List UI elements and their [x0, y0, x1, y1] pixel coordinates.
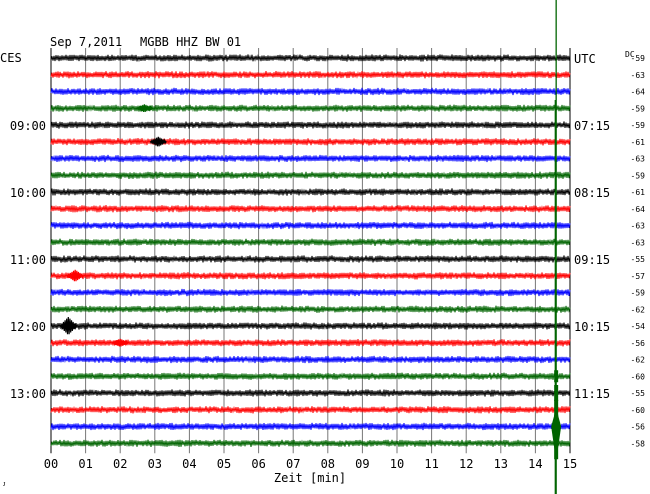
- trace-line: [50, 439, 571, 448]
- trace-line: [50, 87, 571, 96]
- local-event-burst: [135, 104, 153, 112]
- trace-line: [50, 322, 571, 330]
- dc-offset-label: -63: [631, 71, 646, 80]
- trace-line: [50, 204, 571, 213]
- event-arrival: [554, 370, 559, 383]
- right-time-label: 11:15: [574, 387, 610, 401]
- event-maximum: [551, 408, 562, 462]
- trace-line: [50, 372, 571, 381]
- x-tick-label: 14: [528, 457, 542, 471]
- seismic-traces: [50, 0, 571, 494]
- trace-line: [50, 171, 571, 180]
- dc-offset-label: -62: [631, 356, 646, 365]
- station-label: MGBB HHZ BW 01: [140, 35, 241, 49]
- dc-offset-label: -59: [631, 54, 646, 63]
- dc-offset-label: -63: [631, 155, 646, 164]
- trace-line: [50, 221, 571, 230]
- x-tick-label: 00: [44, 457, 58, 471]
- dc-offset-label: -55: [631, 389, 646, 398]
- dc-offset-label: -54: [631, 322, 646, 331]
- trace-line: [50, 70, 571, 79]
- local-event-burst: [149, 136, 167, 147]
- trace-line: [50, 305, 571, 313]
- trace-line: [50, 104, 571, 113]
- right-time-label: 09:15: [574, 253, 610, 267]
- x-tick-label: 06: [251, 457, 265, 471]
- trace-line: [50, 255, 571, 263]
- trace-line: [50, 121, 571, 129]
- dc-header-label: DC: [625, 50, 635, 59]
- x-tick-label: 02: [113, 457, 127, 471]
- dc-offset-label: -60: [631, 372, 646, 381]
- dc-offset-label: -58: [631, 439, 646, 448]
- left-hour-label: 11:00: [10, 253, 46, 267]
- trace-line: [50, 355, 571, 364]
- right-time-label: UTC: [574, 52, 596, 66]
- dc-offset-label: -59: [631, 104, 646, 113]
- x-tick-label: 07: [286, 457, 300, 471]
- right-time-label: 07:15: [574, 119, 610, 133]
- left-timezone-label: CES: [0, 51, 22, 65]
- left-hour-label: 10:00: [10, 186, 46, 200]
- trace-line: [50, 389, 571, 397]
- dc-offset-label: -63: [631, 222, 646, 231]
- trace-line: [50, 154, 571, 163]
- trace-line: [50, 271, 571, 280]
- trace-line: [50, 138, 571, 146]
- x-tick-label: 09: [355, 457, 369, 471]
- trace-line: [50, 405, 571, 414]
- dc-offset-label: -59: [631, 171, 646, 180]
- event-arrival: [554, 385, 559, 401]
- left-hour-label: 13:00: [10, 387, 46, 401]
- trace-line: [50, 288, 571, 297]
- trace-line: [50, 54, 571, 63]
- x-tick-label: 12: [459, 457, 473, 471]
- trace-line: [50, 188, 571, 196]
- dc-offset-label: -60: [631, 406, 646, 415]
- local-event-burst: [111, 338, 129, 347]
- date-label: Sep 7,2011: [50, 35, 122, 49]
- x-tick-label: 05: [217, 457, 231, 471]
- local-event-burst: [66, 269, 84, 282]
- x-tick-label: 03: [148, 457, 162, 471]
- right-time-label: 10:15: [574, 320, 610, 334]
- x-tick-label: 08: [321, 457, 335, 471]
- axis-labels: CES 09:00 10:00 11:00 12:00 13:00 UTC 07:15 08:1…: [0, 51, 645, 471]
- right-time-label: 08:15: [574, 186, 610, 200]
- trace-line: [50, 422, 571, 431]
- time-grid: [50, 48, 571, 454]
- trace-line: [50, 238, 571, 247]
- dc-offset-label: -61: [631, 188, 646, 197]
- left-hour-label: 09:00: [10, 119, 46, 133]
- dc-offset-label: -56: [631, 423, 646, 432]
- x-tick-label: 11: [424, 457, 438, 471]
- dc-offset-label: -64: [631, 205, 646, 214]
- dc-offset-label: -63: [631, 238, 646, 247]
- dc-offset-label: -59: [631, 289, 646, 298]
- x-tick-label: 04: [182, 457, 196, 471]
- x-tick-label: 15: [563, 457, 577, 471]
- local-event-burst: [59, 316, 77, 335]
- left-hour-label: 12:00: [10, 320, 46, 334]
- dc-offset-label: -56: [631, 339, 646, 348]
- x-tick-label: 10: [390, 457, 404, 471]
- trace-line: [50, 338, 571, 347]
- dc-offset-label: -61: [631, 138, 646, 147]
- dc-offset-label: -59: [631, 121, 646, 130]
- x-axis-title: Zeit [min]: [274, 471, 346, 485]
- x-tick-label: 13: [494, 457, 508, 471]
- dc-offset-label: -57: [631, 272, 646, 281]
- dc-offset-label: -62: [631, 305, 646, 314]
- x-tick-label: 01: [78, 457, 92, 471]
- dc-offset-label: -55: [631, 255, 646, 264]
- dc-offset-label: -64: [631, 88, 646, 97]
- corner-mark: ᴊ: [3, 479, 6, 488]
